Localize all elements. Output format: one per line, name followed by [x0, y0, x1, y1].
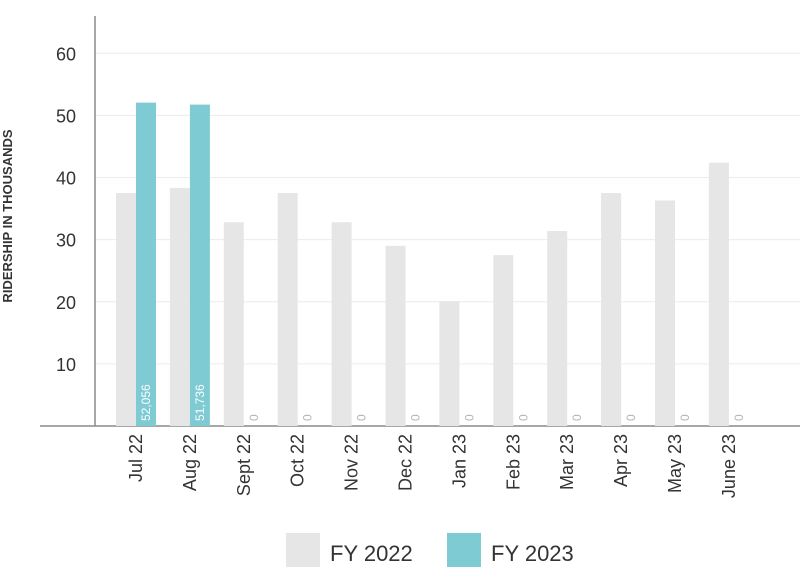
bar-data-label: 0 — [678, 414, 692, 421]
bar-fy-2023 — [189, 104, 210, 427]
legend-label-fy-2022: FY 2022 — [330, 541, 413, 566]
x-tick-label: Apr 23 — [611, 434, 631, 487]
bar-data-label: 0 — [355, 414, 369, 421]
x-tick-label: Feb 23 — [503, 434, 523, 490]
bar-fy-2022 — [277, 193, 298, 426]
legend: FY 2022 FY 2023 — [286, 533, 574, 567]
y-axis-label: RIDERSHIP IN THOUSANDS — [0, 129, 15, 302]
bar-data-label: 0 — [732, 414, 746, 421]
bar-fy-2022 — [223, 222, 244, 426]
bar-fy-2022 — [169, 188, 190, 426]
gridlines — [95, 52, 800, 365]
legend-swatch-fy-2022 — [286, 533, 320, 567]
x-tick-label: Jul 22 — [126, 434, 146, 482]
x-tick-label: Mar 23 — [557, 434, 577, 490]
bar-data-label: 52,056 — [139, 384, 153, 421]
y-tick-label: 50 — [56, 106, 76, 126]
bar-fy-2022 — [116, 193, 136, 426]
bars: 52,056 51,736 0 0 0 0 0 0 0 0 0 0 — [116, 102, 746, 427]
bar-data-label: 0 — [516, 414, 530, 421]
bar-fy-2022 — [708, 162, 729, 426]
x-tick-label: Aug 22 — [180, 434, 200, 491]
bar-data-label: 0 — [462, 414, 476, 421]
x-tick-label: Dec 22 — [396, 434, 416, 491]
x-tick-label: Sept 22 — [234, 434, 254, 496]
bar-fy-2022 — [439, 301, 460, 426]
bar-fy-2022 — [547, 230, 568, 426]
x-tick-label: Oct 22 — [288, 434, 308, 487]
y-tick-label: 30 — [56, 231, 76, 251]
bar-data-label: 0 — [301, 414, 315, 421]
x-tick-label: Jan 23 — [449, 434, 469, 488]
y-tick-labels: 10 20 30 40 50 60 — [56, 44, 76, 375]
bar-data-label: 0 — [247, 414, 261, 421]
bar-fy-2023 — [136, 102, 156, 426]
x-tick-labels: Jul 22 Aug 22 Sept 22 Oct 22 Nov 22 Dec 22 Jan… — [126, 434, 739, 498]
legend-label-fy-2023: FY 2023 — [491, 541, 574, 566]
bar-data-label: 0 — [624, 414, 638, 421]
x-tick-label: June 23 — [719, 434, 739, 498]
legend-swatch-fy-2023 — [447, 533, 481, 567]
x-tick-label: May 23 — [665, 434, 685, 493]
bar-fy-2022 — [493, 255, 514, 426]
y-tick-label: 20 — [56, 293, 76, 313]
x-tick-label: Nov 22 — [342, 434, 362, 491]
bar-fy-2022 — [655, 200, 675, 426]
y-tick-label: 40 — [56, 169, 76, 189]
bar-fy-2022 — [385, 245, 406, 426]
bar-fy-2022 — [601, 193, 622, 426]
bar-data-label: 51,736 — [193, 384, 207, 421]
bar-data-label: 0 — [409, 414, 423, 421]
y-tick-label: 10 — [56, 355, 76, 375]
bar-data-label: 0 — [570, 414, 584, 421]
y-tick-label: 60 — [56, 44, 76, 64]
bar-fy-2022 — [331, 222, 352, 426]
